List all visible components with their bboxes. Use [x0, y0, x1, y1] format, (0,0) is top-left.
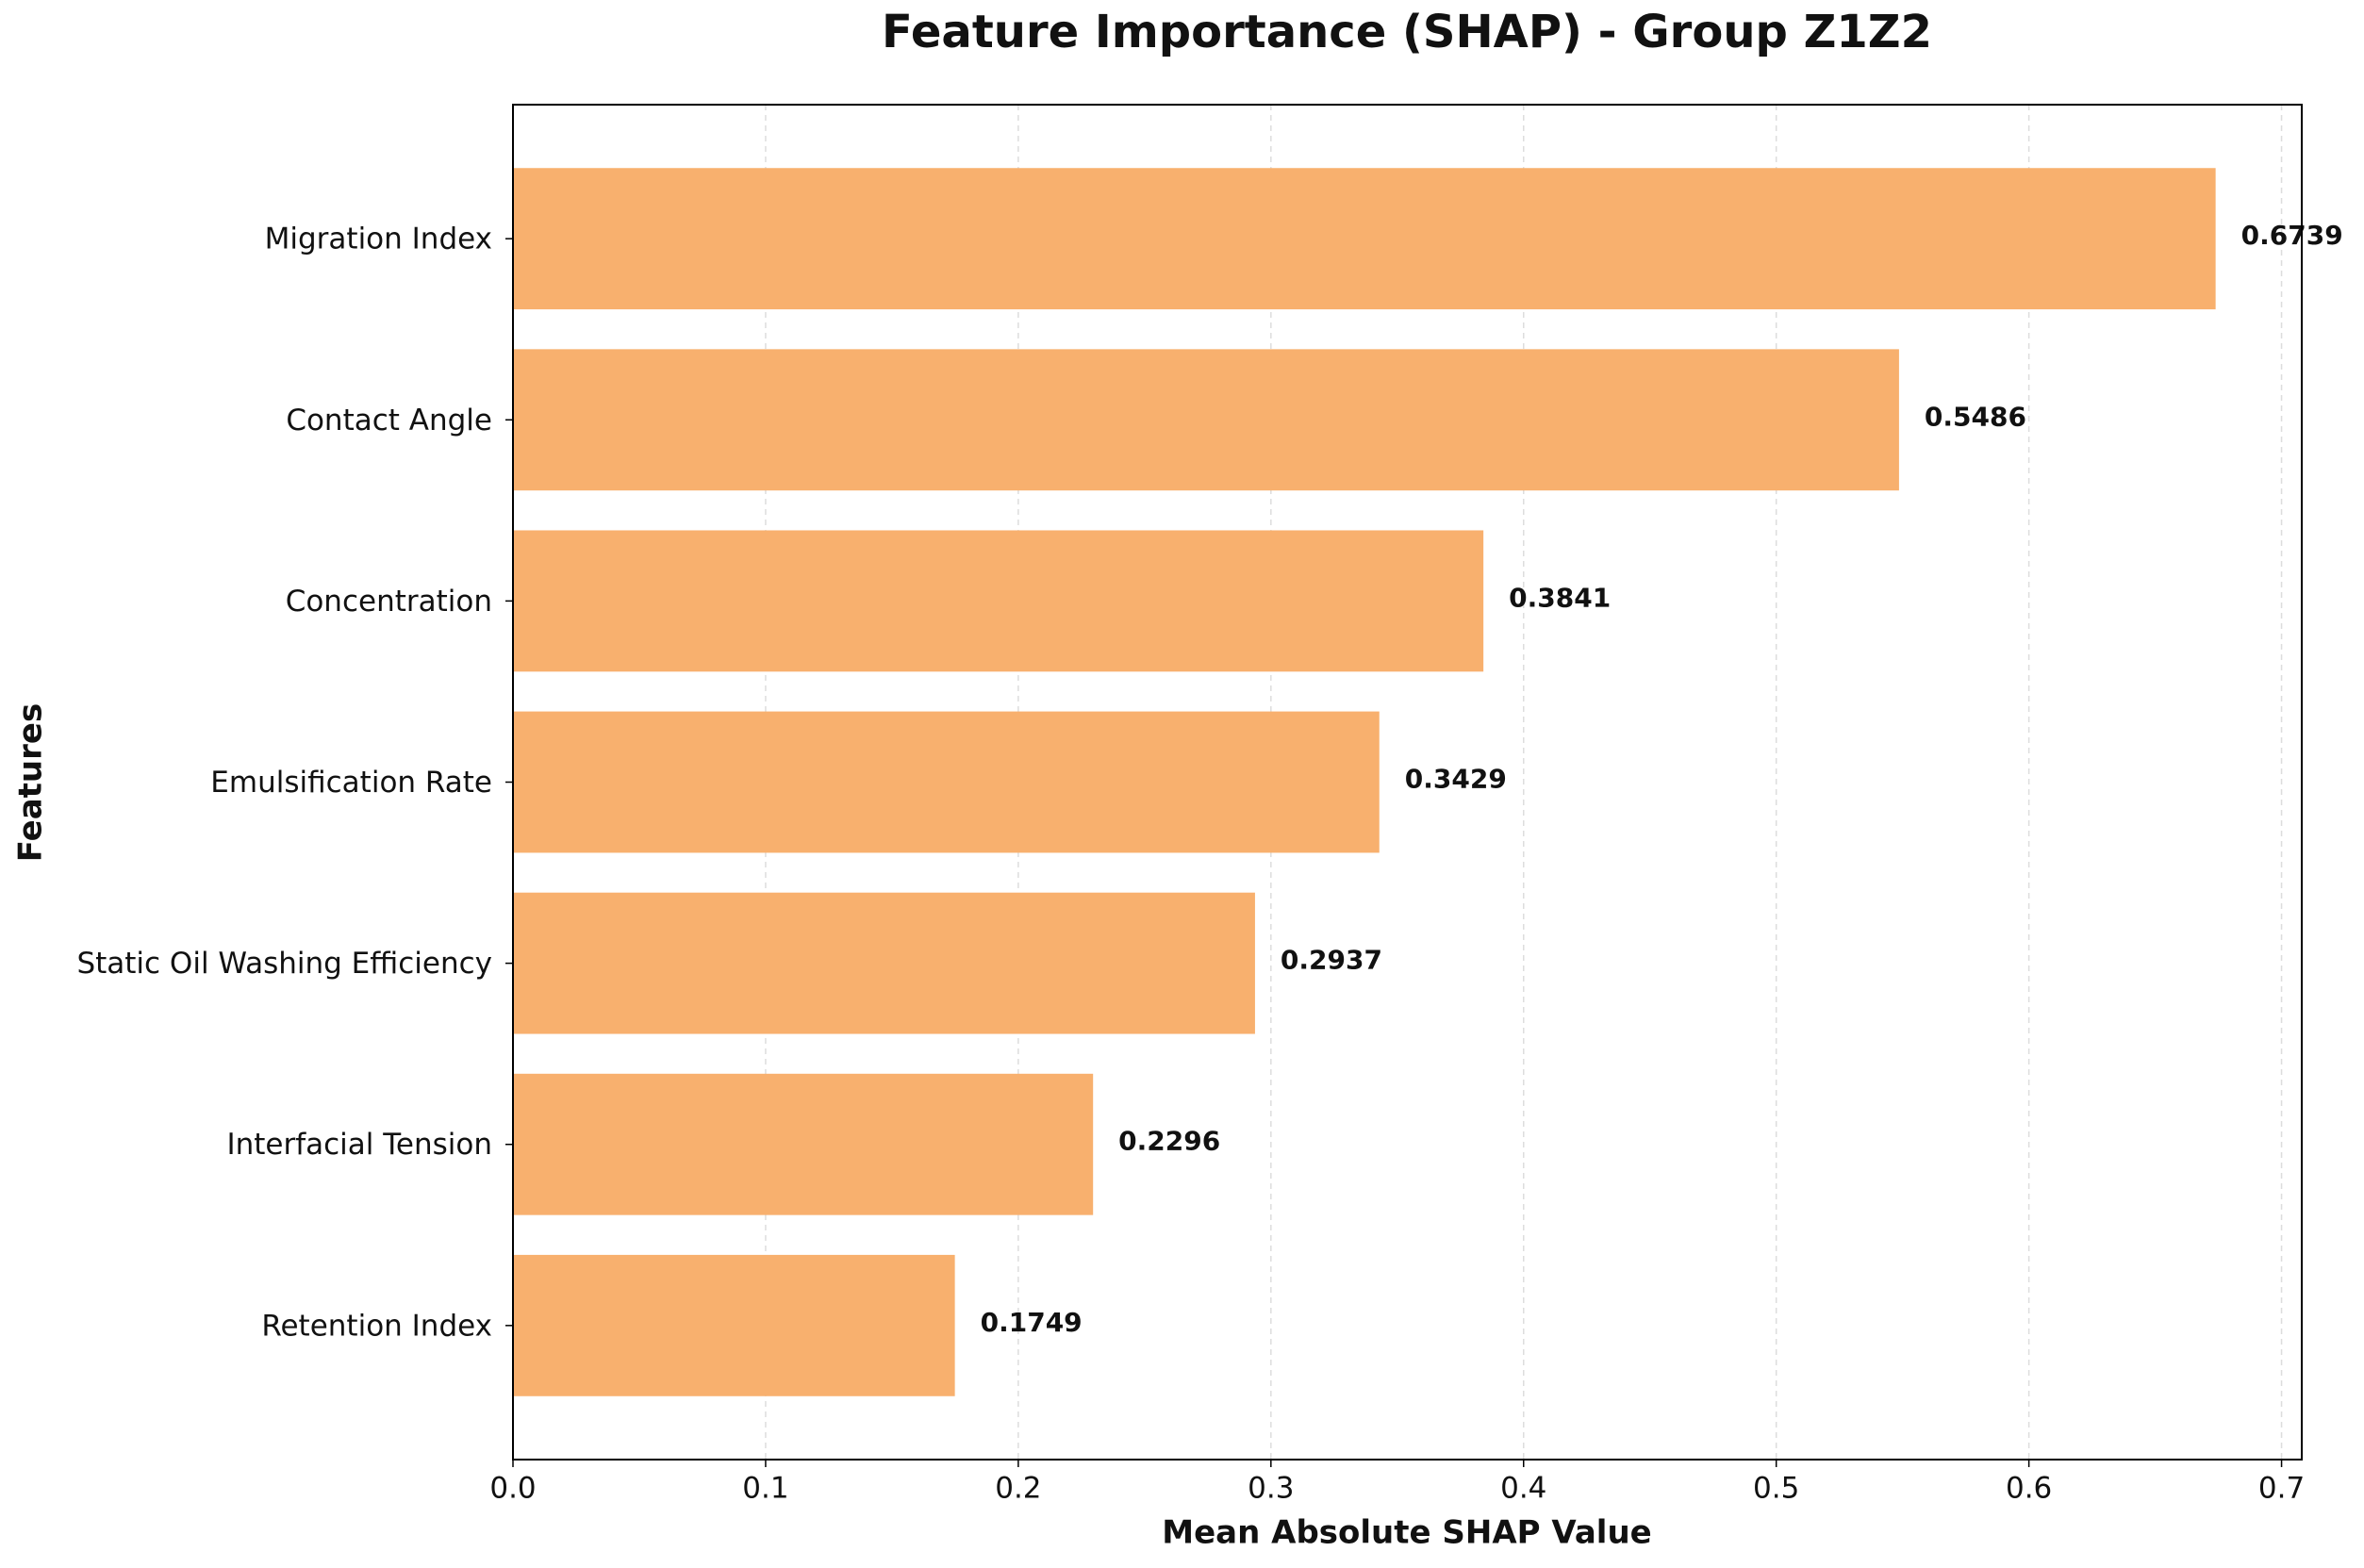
bar	[513, 711, 1380, 853]
x-tick-label: 0.5	[1753, 1472, 1799, 1506]
x-tick-label: 0.6	[2006, 1472, 2052, 1506]
x-tick-label: 0.2	[995, 1472, 1041, 1506]
y-tick-label: Retention Index	[261, 1309, 492, 1343]
value-label: 0.1749	[981, 1307, 1083, 1338]
bar	[513, 349, 1899, 491]
chart-title: Feature Importance (SHAP) - Group Z1Z2	[882, 6, 1932, 58]
value-label: 0.3429	[1405, 764, 1507, 795]
bar	[513, 1254, 955, 1396]
x-tick-label: 0.0	[489, 1472, 536, 1506]
plot-frame	[512, 104, 2303, 1461]
value-label: 0.2296	[1118, 1126, 1220, 1157]
y-tick-label: Concentration	[286, 585, 492, 619]
y-tick-label: Contact Angle	[286, 404, 492, 437]
x-tick-label: 0.7	[2258, 1472, 2305, 1506]
value-label: 0.6739	[2241, 220, 2343, 251]
x-tick-label: 0.3	[1248, 1472, 1294, 1506]
y-tick-label: Interfacial Tension	[226, 1128, 492, 1162]
bar	[513, 530, 1484, 672]
y-tick-label: Migration Index	[265, 223, 492, 256]
bar	[513, 168, 2216, 310]
value-label: 0.2937	[1281, 945, 1382, 976]
bar	[513, 892, 1255, 1034]
y-axis-label: Features	[12, 703, 50, 862]
x-axis-label: Mean Absolute SHAP Value	[1162, 1514, 1651, 1552]
value-label: 0.3841	[1509, 582, 1611, 613]
y-tick-label: Emulsification Rate	[210, 766, 492, 800]
value-label: 0.5486	[1925, 401, 2026, 432]
bar	[513, 1073, 1094, 1215]
y-tick-label: Static Oil Washing Efficiency	[76, 947, 492, 981]
x-tick-label: 0.4	[1500, 1472, 1546, 1506]
x-tick-label: 0.1	[742, 1472, 788, 1506]
